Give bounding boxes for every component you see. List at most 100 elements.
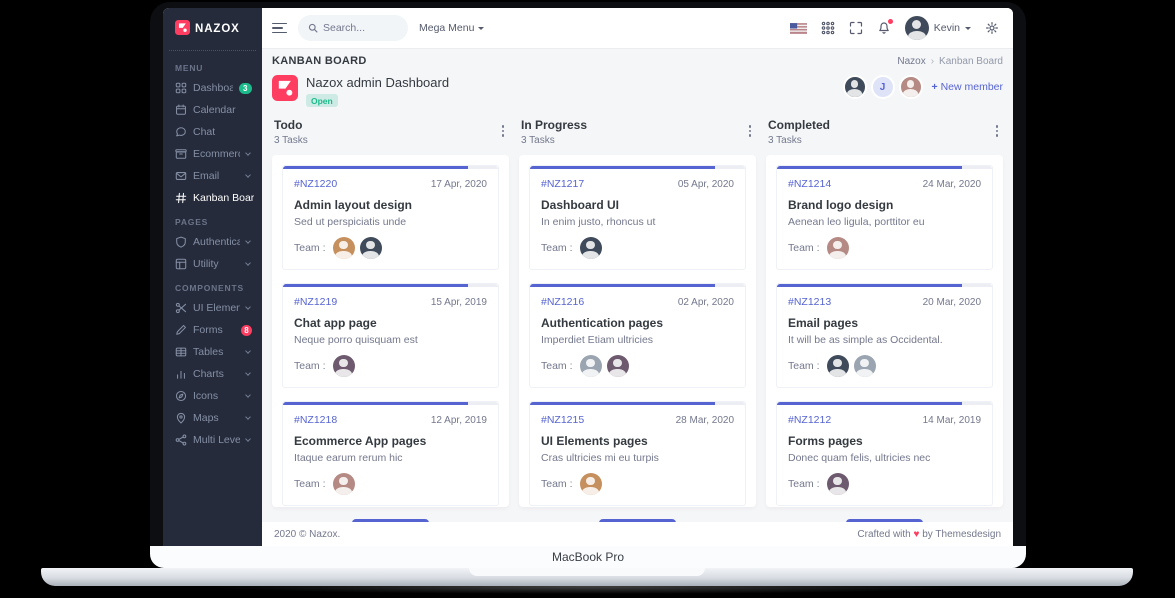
task-date: 02 Apr, 2020	[677, 296, 734, 308]
task-id-link[interactable]: #NZ1219	[294, 296, 338, 308]
task-description: Cras ultricies mi eu turpis	[541, 452, 659, 464]
task-id-link[interactable]: #NZ1214	[788, 178, 832, 190]
card-progress-bar	[777, 284, 992, 287]
sidebar-item-kanban-board[interactable]: Kanban Board	[163, 187, 262, 209]
laptop-screen: NAZOX MENU Dashboard 3 Calendar Chat	[163, 8, 1013, 547]
task-id-link[interactable]: #NZ1217	[541, 178, 585, 190]
user-avatar	[904, 16, 929, 40]
sidebar-item-icons[interactable]: Icons	[163, 385, 262, 407]
member-avatar[interactable]	[332, 237, 355, 259]
breadcrumb-item[interactable]: Nazox	[897, 55, 926, 67]
column-task-count: 3 Tasks	[768, 135, 802, 146]
settings-gear-icon[interactable]	[985, 21, 999, 35]
member-avatar[interactable]	[853, 355, 876, 377]
column-menu-kebab-icon[interactable]	[499, 121, 508, 141]
member-avatar[interactable]	[579, 237, 602, 259]
task-id-link[interactable]: #NZ1218	[294, 414, 338, 426]
calendar-icon	[175, 104, 187, 116]
task-id-link[interactable]: #NZ1213	[788, 296, 832, 308]
sidebar-item-ecommerce[interactable]: Ecommerce	[163, 143, 262, 165]
member-avatar[interactable]	[826, 355, 849, 377]
task-title[interactable]: Chat app page	[294, 316, 377, 330]
device-label: MacBook Pro	[551, 550, 625, 564]
kanban-column-in-progress: In Progress 3 Tasks	[519, 118, 756, 543]
kanban-card[interactable]: #NZ1213 20 Mar, 2020 Email pages It will…	[776, 283, 993, 388]
envelope-icon	[175, 170, 187, 182]
search-input[interactable]	[323, 22, 398, 34]
project-title: Nazox admin Dashboard	[306, 75, 450, 90]
member-avatar[interactable]	[359, 237, 382, 259]
chevron-down-icon	[245, 392, 251, 398]
mega-menu-dropdown[interactable]: Mega Menu	[419, 22, 485, 34]
kanban-column-todo: Todo 3 Tasks #NZ1220	[272, 118, 509, 543]
kanban-card[interactable]: #NZ1216 02 Apr, 2020 Authentication page…	[529, 283, 746, 388]
member-avatar[interactable]	[332, 355, 355, 377]
sidebar-item-tables[interactable]: Tables	[163, 341, 262, 363]
kanban-card[interactable]: #NZ1218 12 Apr, 2019 Ecommerce App pages…	[282, 401, 499, 506]
sidebar-item-chat[interactable]: Chat	[163, 121, 262, 143]
card-progress-bar	[283, 166, 498, 169]
sidebar-item-label: Multi Level	[193, 434, 240, 446]
column-menu-kebab-icon[interactable]	[993, 121, 1002, 141]
menu-toggle-icon[interactable]	[272, 22, 287, 34]
task-title[interactable]: Email pages	[788, 316, 859, 330]
sidebar-item-multi-level[interactable]: Multi Level	[163, 429, 262, 451]
task-date: 12 Apr, 2019	[430, 414, 487, 426]
add-new-member-link[interactable]: New member	[932, 81, 1003, 93]
team-label: Team :	[541, 360, 573, 372]
kanban-card[interactable]: #NZ1212 14 Mar, 2019 Forms pages Donec q…	[776, 401, 993, 506]
column-panel: #NZ1214 24 Mar, 2020 Brand logo design A…	[766, 155, 1003, 543]
member-avatar[interactable]	[898, 75, 923, 99]
task-title[interactable]: Ecommerce App pages	[294, 434, 427, 448]
member-avatar[interactable]	[826, 473, 849, 495]
task-id-link[interactable]: #NZ1212	[788, 414, 832, 426]
member-avatar[interactable]	[606, 355, 629, 377]
column-task-count: 3 Tasks	[521, 135, 555, 146]
member-avatar[interactable]	[332, 473, 355, 495]
sidebar-item-authentication[interactable]: Authentication	[163, 231, 262, 253]
search-box[interactable]	[298, 15, 408, 41]
sidebar-item-label: Charts	[193, 368, 224, 380]
apps-grid-icon[interactable]	[821, 21, 835, 35]
sidebar-item-maps[interactable]: Maps	[163, 407, 262, 429]
kanban-card[interactable]: #NZ1217 05 Apr, 2020 Dashboard UI In eni…	[529, 165, 746, 270]
sidebar-item-utility[interactable]: Utility	[163, 253, 262, 275]
card-progress-bar	[283, 402, 498, 405]
team-label: Team :	[788, 478, 820, 490]
task-id-link[interactable]: #NZ1220	[294, 178, 338, 190]
notifications-bell-icon[interactable]	[877, 19, 893, 35]
member-avatar[interactable]	[579, 355, 602, 377]
kanban-card[interactable]: #NZ1214 24 Mar, 2020 Brand logo design A…	[776, 165, 993, 270]
user-menu[interactable]: Kevin	[904, 16, 971, 40]
sidebar-item-charts[interactable]: Charts	[163, 363, 262, 385]
member-avatar[interactable]	[842, 75, 867, 99]
task-id-link[interactable]: #NZ1215	[541, 414, 585, 426]
column-menu-kebab-icon[interactable]	[746, 121, 755, 141]
task-description: It will be as simple as Occidental.	[788, 334, 943, 346]
task-title[interactable]: Dashboard UI	[541, 198, 620, 212]
task-title[interactable]: Admin layout design	[294, 198, 413, 212]
brand[interactable]: NAZOX	[163, 8, 262, 50]
task-title[interactable]: Brand logo design	[788, 198, 894, 212]
sidebar-item-label: Utility	[193, 258, 219, 270]
task-title[interactable]: Forms pages	[788, 434, 863, 448]
member-avatar-initial[interactable]: J	[870, 75, 895, 99]
team-label: Team :	[294, 478, 326, 490]
sidebar-item-ui-elements[interactable]: UI Elements	[163, 297, 262, 319]
column-panel: #NZ1220 17 Apr, 2020 Admin layout design…	[272, 155, 509, 543]
sidebar-item-calendar[interactable]: Calendar	[163, 99, 262, 121]
sidebar-item-dashboard[interactable]: Dashboard 3	[163, 77, 262, 99]
sidebar-item-email[interactable]: Email	[163, 165, 262, 187]
kanban-card[interactable]: #NZ1219 15 Apr, 2019 Chat app page Neque…	[282, 283, 499, 388]
sidebar-item-forms[interactable]: Forms 8	[163, 319, 262, 341]
kanban-card[interactable]: #NZ1220 17 Apr, 2020 Admin layout design…	[282, 165, 499, 270]
heart-icon: ♥	[913, 529, 920, 540]
task-title[interactable]: UI Elements pages	[541, 434, 648, 448]
kanban-card[interactable]: #NZ1215 28 Mar, 2020 UI Elements pages C…	[529, 401, 746, 506]
task-id-link[interactable]: #NZ1216	[541, 296, 585, 308]
language-flag-us-icon[interactable]	[789, 22, 807, 34]
member-avatar[interactable]	[579, 473, 602, 495]
task-title[interactable]: Authentication pages	[541, 316, 664, 330]
fullscreen-icon[interactable]	[849, 21, 863, 35]
member-avatar[interactable]	[826, 237, 849, 259]
